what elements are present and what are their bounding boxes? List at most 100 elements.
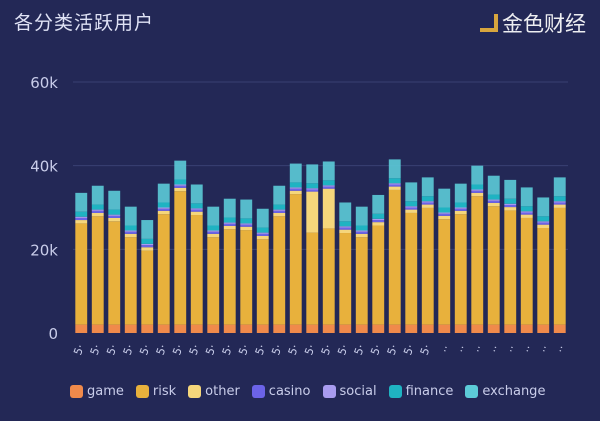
bar-segment-social	[91, 209, 104, 211]
x-tick-label: 5·	[319, 343, 335, 357]
bar-segment-other	[157, 210, 170, 215]
bar-segment-casino	[75, 217, 88, 221]
bar-segment-casino	[273, 210, 286, 213]
bar-segment-finance	[273, 204, 286, 210]
bar-segment-exchange	[355, 206, 368, 226]
bar-segment-social	[339, 226, 352, 228]
bar-segment-casino	[421, 202, 434, 205]
x-tick-label: 5·	[253, 343, 269, 357]
bar-segment-other	[75, 220, 88, 224]
bar-segment-social	[157, 207, 170, 209]
x-tick-label: 5·	[220, 343, 236, 357]
legend-item-social[interactable]: social	[322, 384, 377, 399]
x-tick-label: ..	[518, 343, 533, 354]
bar-segment-risk	[454, 214, 467, 325]
bar-segment-exchange	[174, 160, 187, 180]
bar-segment-social	[174, 184, 187, 186]
bar-segment-other	[339, 229, 352, 234]
bar-segment-risk	[141, 250, 154, 325]
x-tick-label: ..	[452, 343, 467, 354]
x-tick-label: 5·	[71, 343, 87, 357]
bar-segment-finance	[471, 184, 484, 190]
y-tick-label: 60k	[30, 74, 58, 92]
legend-item-exchange[interactable]: exchange	[465, 384, 545, 399]
bar-segment-finance	[108, 209, 121, 215]
bar-segment-casino	[289, 188, 302, 191]
bar-segment-exchange	[454, 183, 467, 203]
legend-item-risk[interactable]: risk	[135, 384, 176, 399]
bar-segment-finance	[124, 225, 137, 231]
bar-segment-other	[141, 247, 154, 251]
bar-segment-game	[108, 324, 121, 333]
bar-segment-finance	[306, 183, 319, 189]
legend-label: social	[339, 384, 377, 399]
bar-segment-risk	[157, 214, 170, 325]
x-tick-label: 5·	[187, 343, 203, 357]
bar-segment-social	[190, 208, 203, 210]
bar-segment-finance	[141, 238, 154, 244]
bar-segment-risk	[256, 239, 269, 325]
bar-segment-other	[174, 187, 187, 192]
watermark-logo-icon	[480, 14, 498, 32]
bar-segment-risk	[537, 227, 550, 325]
bar-segment-risk	[438, 219, 451, 325]
bar-segment-casino	[537, 222, 550, 225]
bar-segment-risk	[174, 191, 187, 325]
bar-segment-finance	[504, 198, 517, 204]
bar-segment-casino	[157, 208, 170, 211]
bar-segment-finance	[372, 213, 385, 219]
bar-segment-exchange	[504, 179, 517, 199]
legend-swatch	[251, 385, 265, 398]
legend-label: finance	[405, 384, 454, 399]
bar-segment-exchange	[372, 194, 385, 214]
y-tick-label: 40k	[30, 158, 58, 176]
bar-segment-casino	[553, 202, 566, 205]
bar-segment-social	[207, 230, 220, 232]
bar-segment-risk	[355, 237, 368, 325]
bar-segment-game	[553, 324, 566, 333]
bar-segment-finance	[339, 221, 352, 227]
legend-item-game[interactable]: game	[70, 384, 124, 399]
bar-segment-casino	[306, 189, 319, 192]
bar-segment-risk	[388, 189, 401, 325]
bar-segment-exchange	[388, 159, 401, 179]
bar-segment-exchange	[75, 192, 88, 212]
bar-segment-finance	[454, 202, 467, 208]
bar-segment-game	[240, 324, 253, 333]
bar-segment-casino	[124, 231, 137, 234]
bar-segment-risk	[421, 207, 434, 325]
bar-segment-risk	[223, 229, 236, 325]
bar-segment-risk	[289, 194, 302, 325]
bar-segment-finance	[190, 203, 203, 209]
bar-segment-exchange	[471, 165, 484, 185]
bar-segment-casino	[355, 231, 368, 234]
legend-label: game	[87, 384, 124, 399]
legend-item-other[interactable]: other	[188, 384, 240, 399]
bar-segment-exchange	[421, 177, 434, 197]
bar-segment-social	[355, 230, 368, 232]
bar-segment-game	[273, 324, 286, 333]
x-tick-label: 5·	[88, 343, 104, 357]
x-tick-label: 5·	[302, 343, 318, 357]
bar-segment-other	[240, 226, 253, 231]
bar-segment-casino	[207, 231, 220, 234]
bar-segment-casino	[91, 210, 104, 213]
legend-item-casino[interactable]: casino	[251, 384, 311, 399]
bar-segment-social	[223, 222, 236, 224]
bar-segment-social	[289, 187, 302, 189]
bar-segment-finance	[421, 196, 434, 202]
bar-segment-game	[306, 324, 319, 333]
bar-segment-risk	[339, 233, 352, 325]
bar-segment-exchange	[438, 188, 451, 208]
bar-segment-casino	[190, 209, 203, 212]
bar-segment-other	[355, 233, 368, 238]
bar-segment-other	[108, 217, 121, 222]
bar-segment-game	[405, 324, 418, 333]
x-tick-label: ..	[534, 343, 549, 354]
legend-item-finance[interactable]: finance	[388, 384, 454, 399]
bar-segment-other	[190, 211, 203, 216]
bar-segment-other	[438, 215, 451, 220]
bar-segment-finance	[388, 178, 401, 184]
bar-segment-casino	[438, 213, 451, 216]
